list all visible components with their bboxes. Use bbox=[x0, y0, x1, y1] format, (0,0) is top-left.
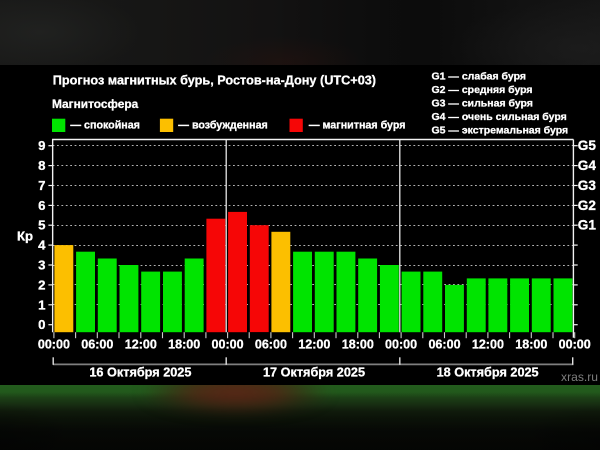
svg-text:G2 — средняя буря: G2 — средняя буря bbox=[432, 84, 533, 96]
svg-text:00:00: 00:00 bbox=[38, 338, 70, 352]
svg-text:G5 — экстремальная буря: G5 — экстремальная буря bbox=[432, 125, 569, 137]
svg-text:00:00: 00:00 bbox=[559, 338, 591, 352]
svg-text:12:00: 12:00 bbox=[125, 338, 157, 352]
svg-text:G3 — сильная буря: G3 — сильная буря bbox=[432, 98, 533, 110]
svg-text:Прогноз магнитных бурь, Ростов: Прогноз магнитных бурь, Ростов-на-Дону (… bbox=[53, 73, 376, 87]
svg-text:G3: G3 bbox=[578, 178, 597, 193]
svg-text:6: 6 bbox=[38, 198, 45, 213]
svg-text:2: 2 bbox=[38, 277, 45, 292]
svg-text:Кр: Кр bbox=[17, 229, 33, 244]
svg-text:G4: G4 bbox=[578, 158, 597, 173]
svg-text:4: 4 bbox=[38, 238, 46, 253]
svg-text:17 Октября 2025: 17 Октября 2025 bbox=[263, 366, 365, 380]
svg-text:Магнитосфера: Магнитосфера bbox=[52, 97, 139, 111]
svg-text:18:00: 18:00 bbox=[168, 338, 200, 352]
svg-text:0: 0 bbox=[38, 317, 45, 332]
svg-text:8: 8 bbox=[38, 158, 45, 173]
svg-text:G2: G2 bbox=[578, 198, 597, 213]
svg-text:12:00: 12:00 bbox=[298, 338, 330, 352]
svg-text:G1 — слабая буря: G1 — слабая буря bbox=[432, 71, 527, 83]
svg-text:06:00: 06:00 bbox=[81, 338, 113, 352]
svg-text:18 Октября 2025: 18 Октября 2025 bbox=[437, 366, 539, 380]
svg-text:16 Октября 2025: 16 Октября 2025 bbox=[89, 366, 191, 380]
svg-text:— спокойная: — спокойная bbox=[70, 120, 140, 132]
svg-text:12:00: 12:00 bbox=[472, 338, 504, 352]
svg-text:18:00: 18:00 bbox=[342, 338, 374, 352]
svg-text:06:00: 06:00 bbox=[428, 338, 460, 352]
svg-text:G1: G1 bbox=[578, 218, 597, 233]
svg-text:18:00: 18:00 bbox=[515, 338, 547, 352]
svg-text:G5: G5 bbox=[578, 138, 597, 153]
svg-text:1: 1 bbox=[38, 297, 45, 312]
svg-text:00:00: 00:00 bbox=[385, 338, 417, 352]
svg-text:xras.ru: xras.ru bbox=[561, 370, 598, 384]
svg-text:00:00: 00:00 bbox=[212, 338, 244, 352]
svg-text:06:00: 06:00 bbox=[255, 338, 287, 352]
svg-text:— магнитная буря: — магнитная буря bbox=[309, 120, 406, 132]
svg-text:— возбужденная: — возбужденная bbox=[178, 120, 267, 132]
svg-text:G4 — очень сильная буря: G4 — очень сильная буря bbox=[432, 111, 567, 123]
svg-text:3: 3 bbox=[38, 258, 45, 273]
svg-text:7: 7 bbox=[38, 178, 45, 193]
svg-text:5: 5 bbox=[38, 218, 45, 233]
svg-text:9: 9 bbox=[38, 138, 45, 153]
